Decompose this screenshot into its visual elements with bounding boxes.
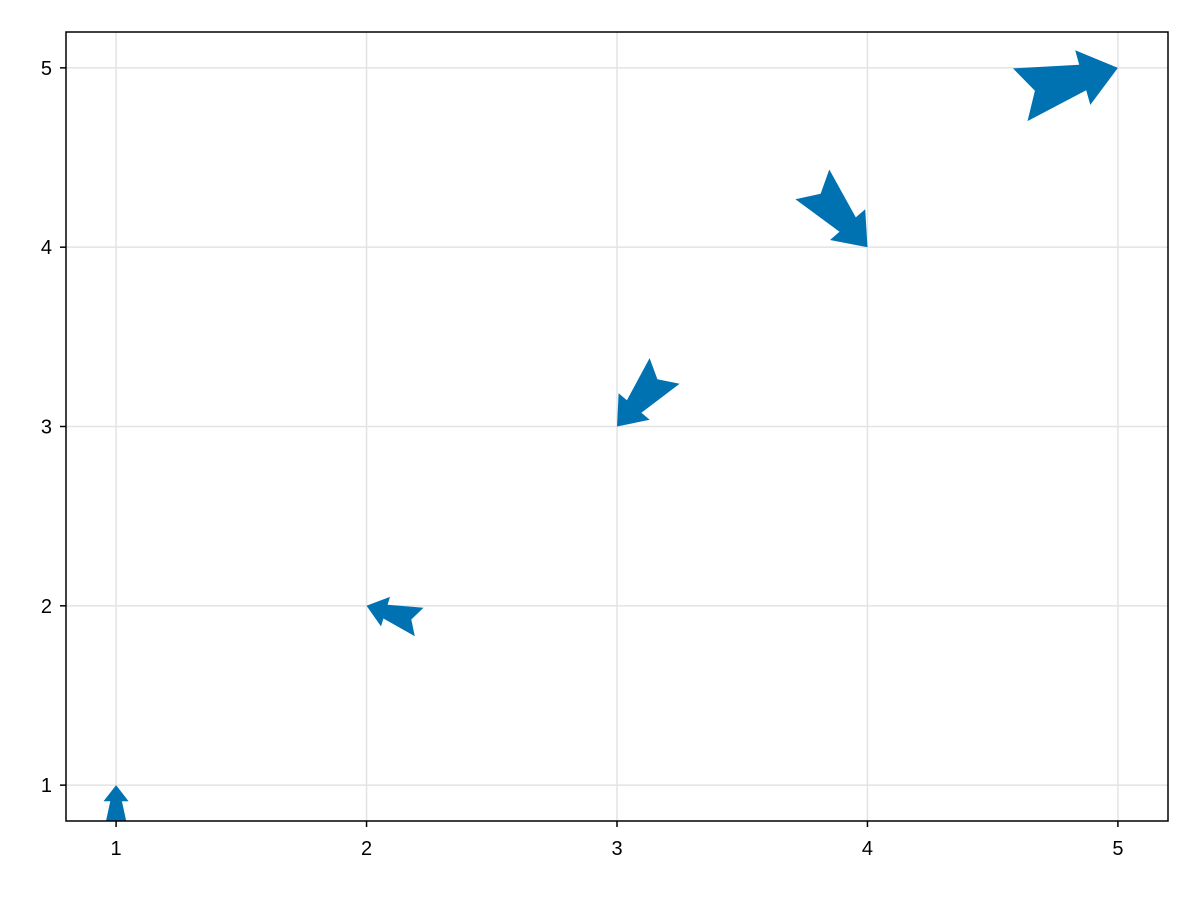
- arrow-mark: [1013, 50, 1118, 122]
- x-tick-label: 1: [111, 838, 122, 860]
- x-tick-label: 4: [862, 838, 873, 860]
- y-tick-label: 3: [41, 417, 52, 439]
- arrow-mark: [617, 358, 680, 427]
- y-tick-label: 5: [41, 58, 52, 80]
- grid: [66, 32, 1168, 821]
- arrow-mark: [366, 596, 424, 637]
- arrow-mark: [103, 785, 129, 821]
- x-axis: 1 2 3 4 5: [111, 821, 1123, 860]
- x-tick-label: 5: [1112, 838, 1123, 860]
- arrows: [103, 50, 1118, 821]
- y-axis: 1 2 3 4 5: [41, 58, 66, 797]
- x-tick-label: 2: [361, 838, 372, 860]
- y-tick-label: 1: [41, 775, 52, 797]
- y-tick-label: 2: [41, 596, 52, 618]
- y-tick-label: 4: [41, 237, 52, 259]
- x-tick-label: 3: [611, 838, 622, 860]
- arrow-mark: [795, 169, 868, 248]
